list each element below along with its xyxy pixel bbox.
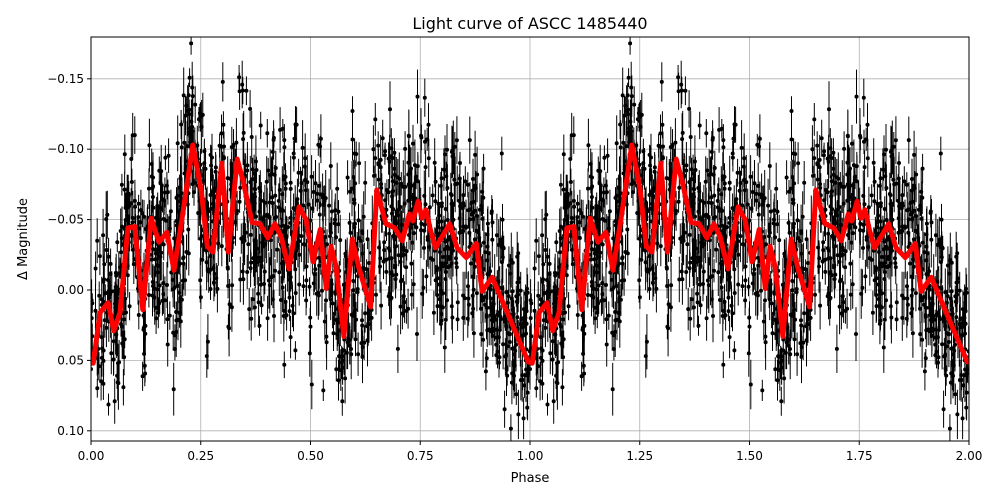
y-tick-label: −0.10 bbox=[47, 142, 84, 156]
observation-points bbox=[91, 37, 969, 441]
x-tick-label: 1.50 bbox=[736, 449, 763, 463]
x-tick-label: 0.50 bbox=[297, 449, 324, 463]
x-axis-label: Phase bbox=[511, 471, 550, 486]
y-tick-label: 0.00 bbox=[57, 283, 84, 297]
data-markers bbox=[91, 41, 969, 431]
chart-title: Light curve of ASCC 1485440 bbox=[412, 14, 647, 33]
y-tick-label: 0.05 bbox=[57, 353, 84, 367]
x-tick-label: 0.25 bbox=[187, 449, 214, 463]
x-tick-label: 1.00 bbox=[517, 449, 544, 463]
x-tick-label: 0.75 bbox=[407, 449, 434, 463]
x-tick-label: 1.75 bbox=[846, 449, 873, 463]
x-tick-label: 2.00 bbox=[956, 449, 983, 463]
y-axis-ticks: −0.15 −0.10 −0.05 0.00 0.05 0.10 bbox=[47, 72, 91, 438]
x-tick-label: 0.00 bbox=[78, 449, 105, 463]
y-tick-label: −0.05 bbox=[47, 213, 84, 227]
model-line bbox=[91, 142, 969, 366]
y-axis-label: Δ Magnitude bbox=[16, 198, 31, 280]
y-tick-label: −0.15 bbox=[47, 72, 84, 86]
x-tick-label: 1.25 bbox=[626, 449, 653, 463]
y-tick-label: 0.10 bbox=[57, 424, 84, 438]
x-axis-ticks: 0.00 0.25 0.50 0.75 1.00 1.25 1.50 1.75 2.00 bbox=[78, 441, 983, 463]
model-curve bbox=[91, 142, 969, 366]
